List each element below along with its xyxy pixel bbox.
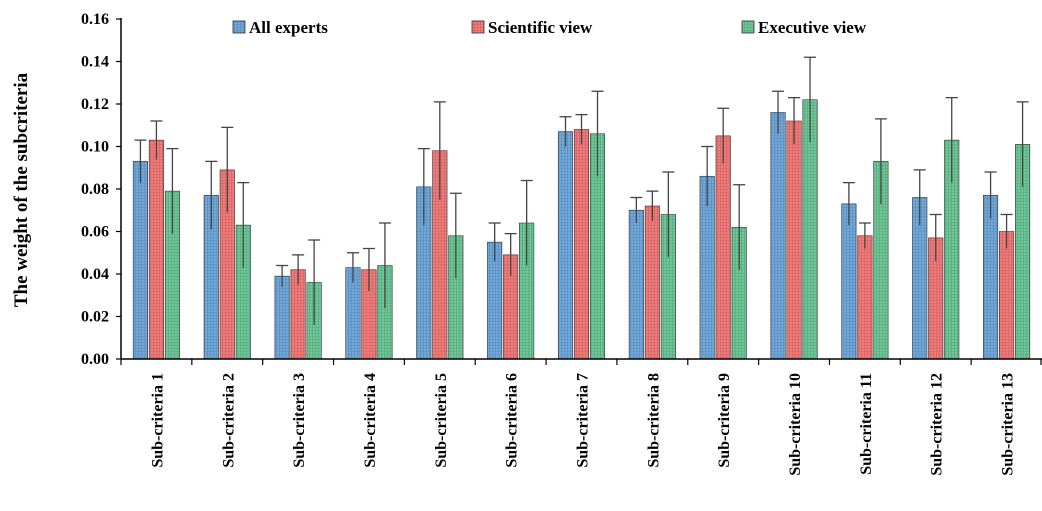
x-tick-label: Sub-criteria 8 (645, 373, 662, 468)
bar-hatch (699, 176, 715, 359)
bar-hatch (519, 223, 534, 359)
x-tick-label: Sub-criteria 6 (504, 373, 521, 468)
x-tick-label: Sub-criteria 7 (575, 373, 592, 468)
x-tick-label: Sub-criteria 11 (858, 373, 875, 475)
y-tick-label: 0.16 (81, 11, 109, 28)
bar-hatch (503, 254, 518, 359)
x-tick-label: Sub-criteria 13 (1000, 373, 1017, 476)
bar-hatch (715, 135, 731, 359)
x-tick-label: Sub-criteria 2 (220, 373, 237, 468)
y-tick-label: 0.04 (81, 266, 109, 283)
bar-hatch (912, 197, 927, 359)
bar-hatch (236, 225, 251, 359)
bar-hatch (133, 161, 148, 359)
x-tick-label: Sub-criteria 12 (929, 373, 946, 476)
bar-hatch (731, 227, 747, 359)
bar-hatch (377, 265, 393, 359)
x-tick-label: Sub-criteria 9 (716, 373, 733, 468)
bar-hatch (629, 210, 644, 359)
bar-hatch (448, 235, 464, 359)
legend-swatch-hatch (472, 21, 484, 33)
x-tick-label: Sub-criteria 5 (433, 373, 450, 468)
bar-hatch (432, 150, 448, 359)
y-tick-label: 0.02 (81, 309, 109, 326)
bar-hatch (786, 121, 802, 359)
y-tick-label: 0.08 (81, 181, 109, 198)
bar-hatch (274, 276, 290, 359)
bar-hatch (1015, 144, 1030, 359)
bar-hatch (149, 140, 164, 359)
bar-hatch (983, 195, 998, 359)
bar-hatch (944, 140, 959, 359)
bar-hatch (165, 191, 180, 359)
bar-hatch (841, 203, 857, 359)
legend-label: Scientific view (488, 18, 593, 37)
x-tick-label: Sub-criteria 4 (362, 373, 379, 468)
y-axis-title: The weight of the subcriteria (11, 72, 32, 307)
legend-swatch-hatch (233, 21, 245, 33)
y-tick-label: 0.00 (81, 351, 109, 368)
x-tick-label: Sub-criteria 10 (787, 373, 804, 476)
y-tick-label: 0.14 (81, 54, 109, 71)
legend-label: All experts (249, 18, 328, 37)
legend: All experts Scientific view Executive view (232, 18, 867, 37)
bar-hatch (873, 161, 889, 359)
bar-hatch (345, 267, 361, 359)
bar-hatch (487, 242, 502, 359)
bar-hatch (558, 131, 573, 359)
bar-hatch (802, 99, 818, 359)
bar-hatch (770, 112, 786, 359)
y-tick-label: 0.12 (81, 96, 109, 113)
bar-hatch (645, 206, 660, 359)
bar-hatch (204, 195, 219, 359)
x-tick-label: Sub-criteria 3 (291, 373, 308, 468)
bar-hatch (361, 269, 377, 359)
y-tick-label: 0.06 (81, 224, 109, 241)
bar-hatch (290, 269, 306, 359)
bar-hatch (928, 237, 943, 359)
bar-hatch (220, 169, 235, 359)
x-tick-label: Sub-criteria 1 (149, 373, 166, 468)
bar-hatch (574, 129, 589, 359)
legend-swatch-hatch (742, 21, 754, 33)
bar-hatch (999, 231, 1014, 359)
bar-hatch (590, 133, 605, 359)
legend-label: Executive view (758, 18, 867, 37)
bar-hatch (857, 235, 873, 359)
bar-hatch (416, 186, 432, 359)
bar-hatch (661, 214, 676, 359)
y-tick-label: 0.10 (81, 139, 109, 156)
